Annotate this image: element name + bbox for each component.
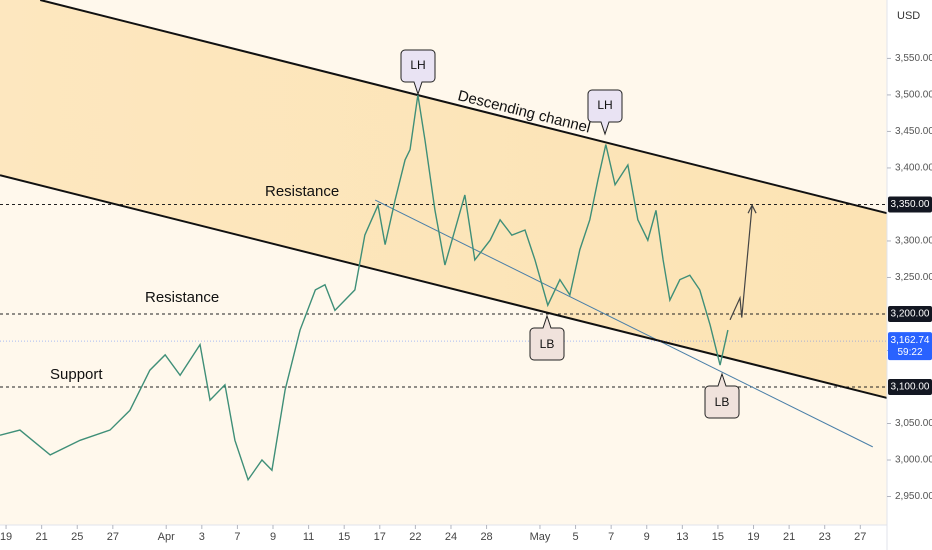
arrow-head — [747, 203, 757, 214]
x-tick-label: 24 — [445, 531, 457, 543]
level-tag — [888, 305, 932, 322]
x-tick-label: 11 — [303, 531, 314, 543]
bubble-label: LB — [540, 337, 555, 351]
x-tick-label: 22 — [409, 531, 421, 543]
annotation: Support — [50, 366, 103, 383]
current-price-tag — [888, 332, 932, 361]
x-tick-label: 25 — [71, 531, 83, 543]
x-tick-label: 21 — [36, 531, 48, 543]
x-tick-label: 9 — [644, 531, 650, 543]
level-label: 3,350.00 — [891, 199, 930, 210]
channel-fill — [0, 0, 887, 398]
x-tick-label: 7 — [234, 531, 240, 543]
y-tick-label: 3,300.00 — [895, 236, 932, 247]
x-tick-label: 13 — [676, 531, 688, 543]
x-tick-label: 15 — [712, 531, 724, 543]
channel-line — [0, 174, 888, 399]
bubble: LB — [529, 314, 565, 361]
y-tick-label: 3,500.00 — [895, 90, 932, 101]
bubble-label: LB — [715, 395, 730, 409]
level-tag — [888, 378, 932, 395]
x-tick-label: 21 — [783, 531, 795, 543]
channel-line — [39, 0, 888, 215]
annotation: Resistance — [145, 289, 219, 306]
bubble-label: LH — [597, 98, 612, 112]
x-tick-label: 5 — [572, 531, 578, 543]
x-tick-label: 15 — [338, 531, 350, 543]
level-label: 3,200.00 — [891, 309, 930, 320]
x-tick-label: 7 — [608, 531, 614, 543]
y-tick-label: 3,000.00 — [895, 455, 932, 466]
bubble: LH — [587, 89, 623, 136]
x-tick-label: 17 — [374, 531, 386, 543]
level-label: 3,100.00 — [891, 382, 930, 393]
x-tick-label: 3 — [199, 531, 205, 543]
y-tick-label: 3,550.00 — [895, 53, 932, 64]
bubble-label: LH — [410, 58, 425, 72]
x-tick-label: 19 — [747, 531, 759, 543]
x-tick-label: 28 — [480, 531, 492, 543]
trendline — [374, 199, 873, 448]
countdown: 59:22 — [897, 347, 922, 358]
projection-line — [729, 205, 753, 321]
y-tick-label: 3,400.00 — [895, 163, 932, 174]
y-tick-label: 3,250.00 — [895, 272, 932, 283]
x-tick-label: 23 — [819, 531, 831, 543]
current-price-label: 3,162.74 — [891, 335, 930, 346]
x-tick-label: May — [530, 531, 551, 543]
bubble: LH — [400, 49, 436, 96]
level-tag — [888, 196, 932, 213]
x-tick-label: 19 — [0, 531, 12, 543]
price-line — [0, 94, 729, 482]
y-tick-label: 3,050.00 — [895, 418, 932, 429]
x-tick-label: Apr — [158, 531, 175, 543]
y-tick-label: 3,450.00 — [895, 126, 932, 137]
bubble: LB — [704, 372, 740, 419]
y-tick-label: 2,950.00 — [895, 491, 932, 502]
x-tick-label: 9 — [270, 531, 276, 543]
currency-label: USD — [897, 10, 920, 22]
x-tick-label: 27 — [854, 531, 866, 543]
annotation: Resistance — [265, 183, 339, 200]
x-tick-label: 27 — [107, 531, 119, 543]
